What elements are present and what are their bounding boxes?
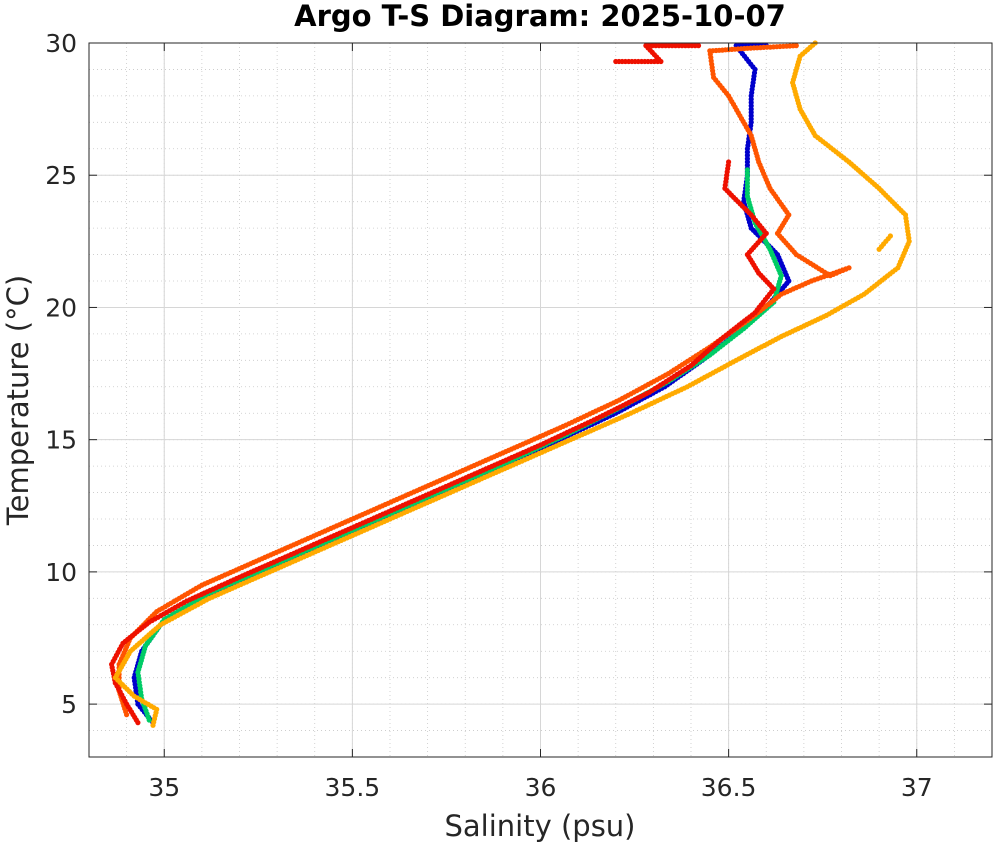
y-tick-label: 10: [45, 558, 77, 587]
data-point: [695, 43, 702, 49]
data-points: [109, 40, 912, 728]
data-point: [793, 43, 799, 49]
data-point: [726, 159, 732, 165]
x-tick-label: 35: [148, 773, 180, 802]
chart-title: Argo T-S Diagram: 2025-10-07: [294, 0, 786, 33]
y-axis-ticks: 5 10 15 20 25 30: [45, 29, 992, 719]
x-axis-ticks: 35 35.5 36 36.5 37: [148, 43, 933, 802]
y-tick-label: 30: [45, 29, 77, 58]
data-point: [744, 167, 751, 173]
x-tick-label: 36.5: [701, 773, 757, 802]
y-tick-label: 15: [45, 426, 77, 455]
data-point: [887, 233, 894, 239]
y-tick-label: 25: [45, 161, 77, 190]
x-axis-label: Salinity (psu): [444, 809, 635, 843]
x-tick-label: 36: [525, 773, 557, 802]
x-tick-label: 35.5: [325, 773, 381, 802]
y-axis-label: Temperature (°C): [1, 275, 35, 526]
x-tick-label: 37: [901, 773, 933, 802]
y-tick-label: 20: [45, 293, 77, 322]
y-tick-label: 5: [61, 690, 77, 719]
